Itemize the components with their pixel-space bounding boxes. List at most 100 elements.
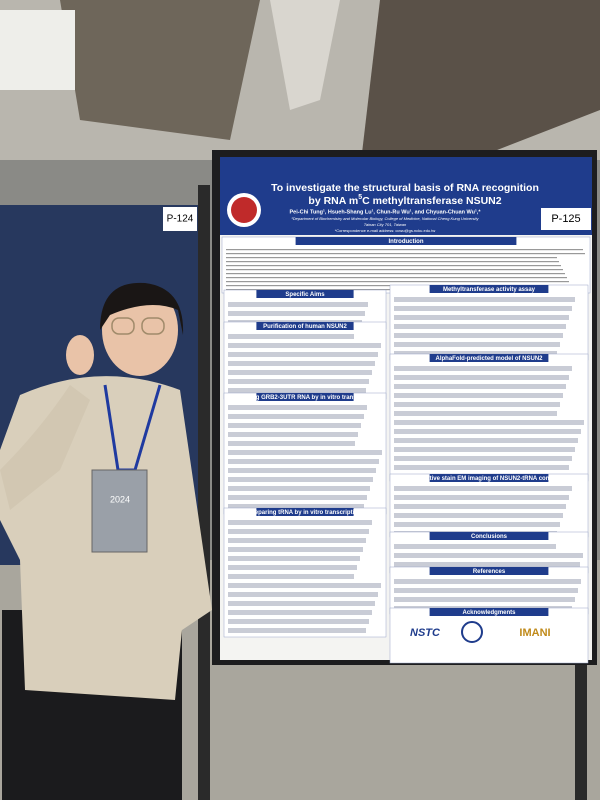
section-title: AlphaFold-predicted model of NSUN2 (435, 356, 543, 362)
content (228, 343, 381, 348)
content (228, 423, 361, 428)
window (0, 10, 75, 90)
section-header (295, 237, 517, 245)
poster-header (220, 157, 592, 235)
content (226, 281, 569, 283)
email: *Correspondence e-mail address: ccwu@gs.… (335, 228, 436, 233)
hair (100, 282, 184, 335)
content (228, 477, 373, 482)
sign (541, 208, 591, 230)
affiliation: ¹Department of Biochemistry and Molecula… (291, 216, 479, 221)
stair (360, 0, 600, 180)
section-header (256, 290, 354, 298)
title-part: C methyltransferase NSUN2 (362, 195, 502, 207)
section-box (223, 507, 387, 638)
content (228, 334, 354, 339)
section-header (429, 285, 549, 293)
sign-text: P-125 (551, 213, 580, 225)
content (226, 265, 561, 267)
ceiling-panel (60, 0, 260, 140)
content (228, 547, 363, 552)
content (228, 302, 368, 307)
sign (163, 207, 197, 231)
section-header (429, 608, 549, 616)
glasses (141, 317, 165, 335)
section-title: Preparing tRNA by in vitro transcription (248, 510, 361, 516)
content (228, 414, 364, 419)
content (228, 361, 375, 366)
section-title: Conclusions (471, 534, 508, 540)
content (394, 306, 572, 311)
content (394, 402, 560, 407)
content (394, 522, 560, 527)
content (228, 352, 378, 357)
content (228, 592, 378, 597)
content (228, 486, 370, 491)
content (394, 513, 563, 518)
content (228, 520, 372, 525)
title-part: by RNA m (308, 195, 358, 207)
content (228, 556, 360, 561)
section-box (389, 607, 589, 664)
content (394, 447, 575, 452)
content (394, 384, 566, 389)
section-box (389, 284, 589, 361)
content (394, 597, 575, 602)
content (228, 574, 354, 579)
content (394, 420, 584, 425)
poster-title: To investigate the structural basis of R… (271, 182, 539, 194)
section-header (256, 393, 354, 401)
content (228, 388, 366, 393)
section-header (429, 474, 549, 482)
section-title: Preparing GRB2-3UTR RNA by in vitro tran… (231, 395, 378, 401)
section-title: Specific Aims (285, 292, 325, 298)
content (228, 565, 357, 570)
logo-text: IMANI (519, 627, 550, 639)
title-sup: 5 (358, 194, 362, 201)
glasses (111, 317, 135, 335)
content (394, 588, 578, 593)
content (228, 583, 381, 588)
content (394, 562, 580, 567)
content (394, 351, 557, 356)
badge-text: 2024 (110, 494, 130, 504)
hand (66, 335, 94, 375)
section-title: Acknowledgments (462, 610, 516, 616)
content (226, 277, 567, 279)
arm (0, 385, 90, 510)
section-header (256, 322, 354, 330)
content (394, 553, 583, 558)
section-header (256, 508, 354, 516)
content (228, 450, 382, 455)
logo (461, 621, 483, 643)
content (228, 610, 372, 615)
content (228, 529, 369, 534)
beam (270, 0, 340, 110)
section-header (429, 532, 549, 540)
poster-title: by RNA m5C methyltransferase NSUN2 (308, 194, 501, 207)
logo-text: NSTC (410, 627, 441, 639)
section-title: Negative stain EM imaging of NSUN2-tRNA … (415, 476, 564, 482)
section-title: References (473, 569, 506, 575)
content (226, 253, 585, 255)
content (394, 495, 569, 500)
content (394, 486, 572, 491)
content (228, 468, 376, 473)
content (394, 411, 557, 416)
content (394, 333, 563, 338)
content (228, 538, 366, 543)
content (394, 504, 566, 509)
section-header (429, 567, 549, 575)
content (394, 456, 572, 461)
content (394, 544, 556, 549)
content (228, 379, 369, 384)
city: Tainan City 701, Taiwan (364, 222, 407, 227)
content (394, 438, 578, 443)
content (228, 504, 364, 509)
content (228, 628, 366, 633)
content (228, 619, 369, 624)
content (228, 405, 367, 410)
content (394, 342, 560, 347)
poster-body: Introduction Specific Aims Purification of… (221, 236, 591, 664)
